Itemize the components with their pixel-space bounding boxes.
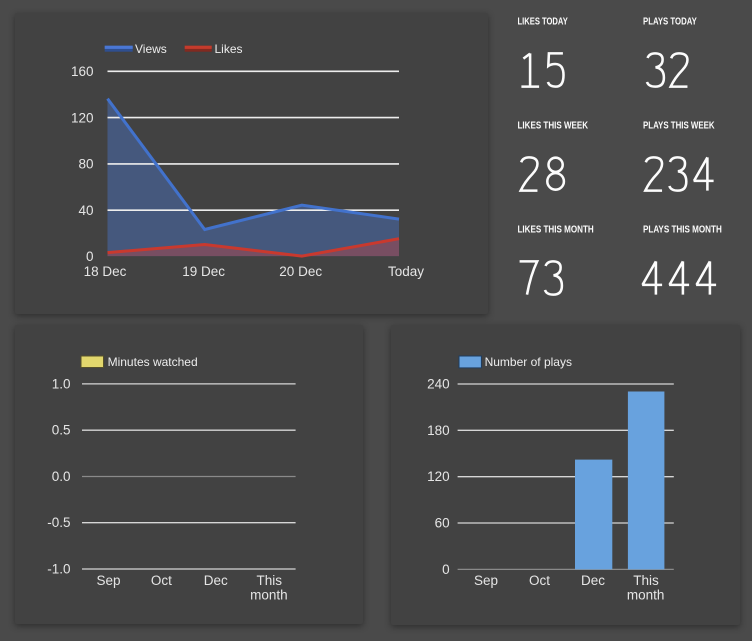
svg-text:PLAYS TODAY: PLAYS TODAY — [643, 17, 697, 28]
svg-text:month: month — [627, 588, 665, 603]
svg-text:Views: Views — [135, 42, 167, 56]
svg-text:-0.5: -0.5 — [47, 515, 70, 530]
svg-text:Dec: Dec — [581, 573, 605, 588]
svg-text:Number of plays: Number of plays — [485, 355, 572, 369]
svg-text:month: month — [250, 588, 288, 603]
svg-text:19 Dec: 19 Dec — [182, 264, 225, 279]
svg-text:Sep: Sep — [96, 573, 120, 588]
svg-text:-1.0: -1.0 — [47, 562, 70, 577]
svg-text:160: 160 — [71, 64, 94, 79]
svg-text:0: 0 — [86, 249, 94, 264]
svg-text:40: 40 — [78, 203, 93, 218]
svg-text:Sep: Sep — [474, 573, 498, 588]
svg-text:LIKES THIS WEEK: LIKES THIS WEEK — [518, 121, 589, 132]
svg-text:Oct: Oct — [151, 573, 172, 588]
svg-text:This: This — [257, 573, 283, 588]
svg-text:LIKES THIS MONTH: LIKES THIS MONTH — [518, 225, 594, 236]
svg-text:240: 240 — [427, 377, 450, 392]
svg-text:0.5: 0.5 — [52, 423, 71, 438]
svg-text:18 Dec: 18 Dec — [84, 264, 127, 279]
svg-text:Dec: Dec — [204, 573, 228, 588]
svg-text:Today: Today — [388, 264, 424, 279]
svg-text:120: 120 — [427, 469, 450, 484]
svg-text:0.0: 0.0 — [52, 469, 71, 484]
svg-text:This: This — [633, 573, 659, 588]
svg-text:Oct: Oct — [529, 573, 550, 588]
svg-text:Likes: Likes — [215, 42, 243, 56]
svg-text:PLAYS THIS WEEK: PLAYS THIS WEEK — [643, 121, 715, 132]
svg-text:0: 0 — [442, 562, 450, 577]
svg-text:120: 120 — [71, 110, 94, 125]
svg-text:Minutes watched: Minutes watched — [108, 355, 198, 369]
svg-text:LIKES TODAY: LIKES TODAY — [518, 17, 569, 28]
svg-text:1.0: 1.0 — [52, 376, 71, 391]
svg-text:60: 60 — [435, 516, 450, 531]
svg-text:PLAYS THIS MONTH: PLAYS THIS MONTH — [643, 225, 722, 236]
svg-text:20 Dec: 20 Dec — [279, 264, 322, 279]
svg-text:180: 180 — [427, 423, 450, 438]
svg-text:80: 80 — [78, 157, 93, 172]
